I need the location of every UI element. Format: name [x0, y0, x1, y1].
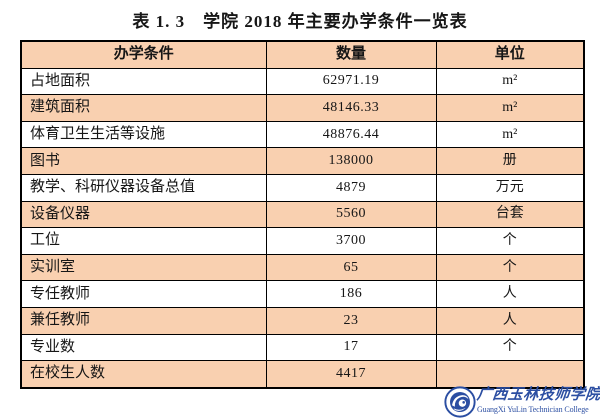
conditions-table: 办学条件 数量 单位 占地面积 62971.19 m² 建筑面积 48146.3… [20, 40, 585, 389]
row-unit: m² [435, 120, 585, 149]
row-value: 138000 [265, 147, 437, 175]
row-label: 图书 [20, 147, 267, 175]
row-unit: 个 [435, 227, 585, 255]
table-row: 图书 138000 册 [20, 147, 585, 175]
col-header-unit: 单位 [435, 40, 585, 69]
row-unit: 万元 [435, 173, 585, 202]
table-row: 占地面积 62971.19 m² [20, 67, 585, 96]
table-row: 体育卫生生活等设施 48876.44 m² [20, 120, 585, 149]
col-header-condition: 办学条件 [20, 40, 267, 69]
row-value: 48876.44 [265, 120, 437, 149]
col-header-quantity: 数量 [265, 40, 437, 69]
table-row: 教学、科研仪器设备总值 4879 万元 [20, 173, 585, 202]
row-label: 工位 [20, 227, 267, 255]
row-unit: 人 [435, 280, 585, 308]
row-label: 教学、科研仪器设备总值 [20, 173, 267, 202]
row-value: 65 [265, 253, 437, 282]
table-row: 专业数 17 个 [20, 333, 585, 362]
row-label: 建筑面积 [20, 94, 267, 122]
table-row: 兼任教师 23 人 [20, 306, 585, 335]
row-label: 专任教师 [20, 280, 267, 308]
table-row: 在校生人数 4417 [20, 360, 585, 389]
table-row: 实训室 65 个 [20, 253, 585, 282]
table-header-row: 办学条件 数量 单位 [20, 40, 585, 69]
row-unit: m² [435, 94, 585, 122]
row-value: 186 [265, 280, 437, 308]
row-value: 48146.33 [265, 94, 437, 122]
row-unit: 个 [435, 333, 585, 362]
row-unit: 册 [435, 147, 585, 175]
row-unit [435, 360, 585, 389]
row-value: 4417 [265, 360, 437, 389]
page-title: 表 1. 3 学院 2018 年主要办学条件一览表 [132, 12, 468, 31]
row-label: 设备仪器 [20, 200, 267, 229]
row-label: 实训室 [20, 253, 267, 282]
row-label: 在校生人数 [20, 360, 267, 389]
row-label: 专业数 [20, 333, 267, 362]
watermark-text: 广西玉林技师学院 GuangXi YuLin Technician Colleg… [476, 383, 600, 414]
row-value: 17 [265, 333, 437, 362]
table-row: 设备仪器 5560 台套 [20, 200, 585, 229]
table-row: 建筑面积 48146.33 m² [20, 94, 585, 122]
watermark-chinese-name: 广西玉林技师学院 [476, 387, 600, 403]
row-unit: 台套 [435, 200, 585, 229]
table-row: 专任教师 186 人 [20, 280, 585, 308]
row-value: 3700 [265, 227, 437, 255]
row-unit: m² [435, 67, 585, 96]
row-unit: 人 [435, 306, 585, 335]
row-value: 4879 [265, 173, 437, 202]
row-label: 占地面积 [20, 67, 267, 96]
row-value: 5560 [265, 200, 437, 229]
row-value: 23 [265, 306, 437, 335]
row-value: 62971.19 [265, 67, 437, 96]
watermark-english-name: GuangXi YuLin Technician College [477, 405, 589, 414]
row-label: 兼任教师 [20, 306, 267, 335]
table-row: 工位 3700 个 [20, 227, 585, 255]
row-unit: 个 [435, 253, 585, 282]
college-watermark: 广西玉林技师学院 GuangXi YuLin Technician Colleg… [444, 383, 600, 420]
college-logo-icon [444, 386, 476, 418]
row-label: 体育卫生生活等设施 [20, 120, 267, 149]
